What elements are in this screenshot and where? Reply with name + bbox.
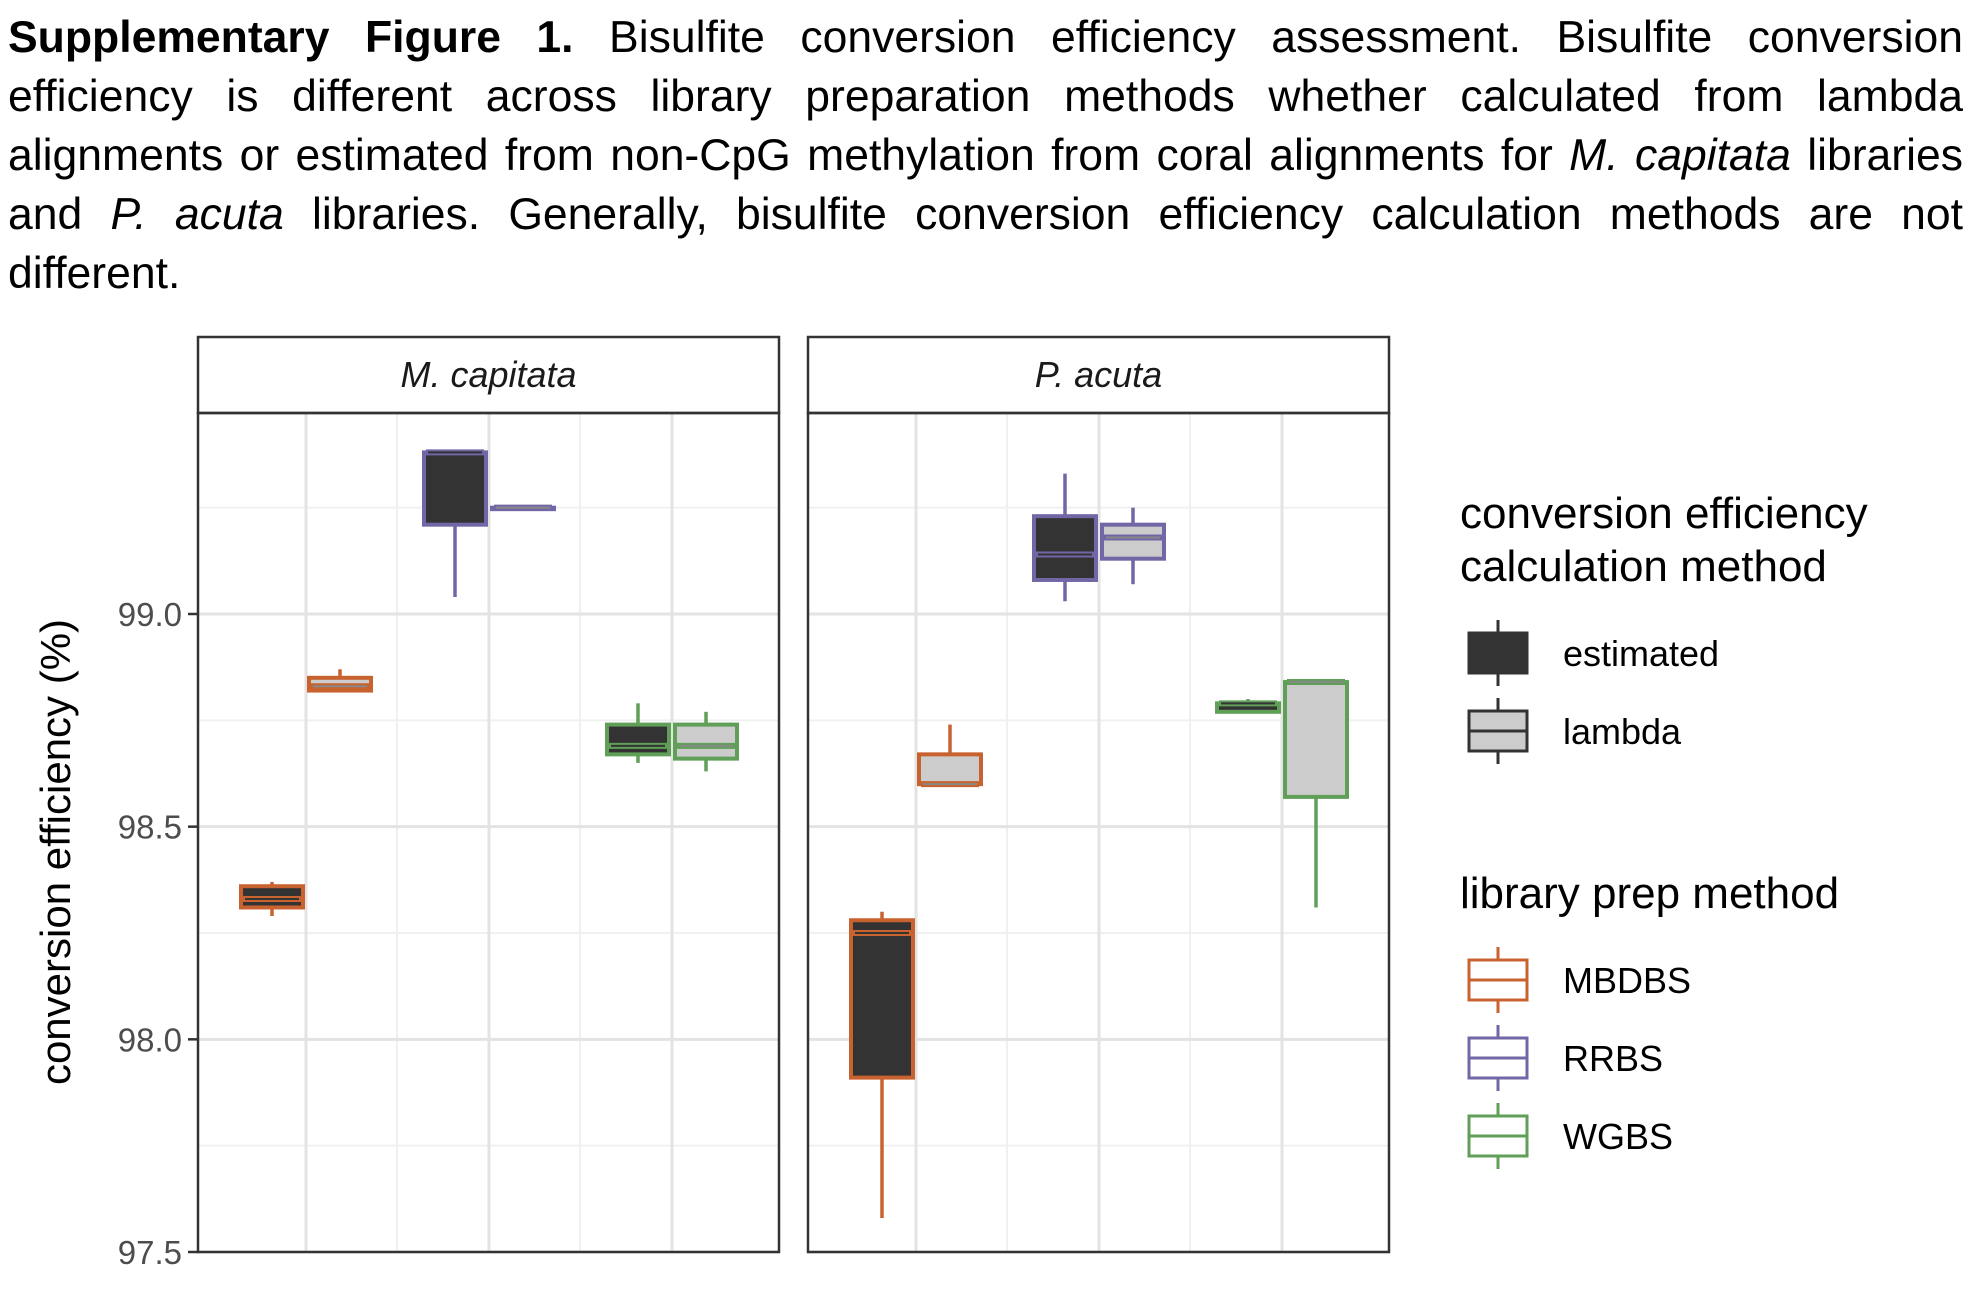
caption-label: Supplementary Figure 1.	[8, 13, 574, 62]
box-body	[605, 722, 671, 757]
box-wgbs-estimated	[605, 703, 671, 763]
figure-caption: Supplementary Figure 1. Bisulfite conver…	[8, 8, 1963, 303]
y-tick-label: 99.0	[118, 596, 182, 633]
legend-method-label: estimated	[1563, 633, 1719, 674]
facet-title: M. capitata	[400, 354, 576, 395]
box-mbdbs-lambda	[917, 724, 983, 788]
legend-prep-label: WGBS	[1563, 1116, 1673, 1157]
panel-border	[806, 411, 1391, 1254]
panel-border	[196, 411, 781, 1254]
facet-strip	[196, 335, 781, 415]
box-body	[1100, 522, 1166, 561]
caption-text-3: libraries. Generally, bisulfite conversi…	[8, 190, 1963, 298]
box-body	[422, 450, 488, 527]
legend-prep-label: MBDBS	[1563, 960, 1691, 1001]
box-mbdbs-estimated	[849, 911, 915, 1218]
caption-species-2: P. acuta	[110, 190, 284, 239]
box-rrbs-lambda	[1100, 507, 1166, 585]
box-mbdbs-lambda	[307, 669, 373, 693]
y-tick-label: 98.0	[118, 1021, 182, 1058]
legend-key-wgbs	[1467, 1103, 1529, 1169]
legend-prep-label: RRBS	[1563, 1038, 1663, 1079]
facet-title: P. acuta	[1035, 354, 1162, 395]
panel-p-acuta: P. acuta	[806, 335, 1391, 1254]
panel-m-capitata: M. capitata	[196, 335, 781, 1254]
box-rrbs-estimated	[422, 449, 488, 597]
box-body	[1283, 680, 1349, 799]
legend-key-estimated	[1467, 620, 1529, 686]
box-body	[849, 918, 915, 1080]
legend-method-title: calculation method	[1460, 542, 1827, 591]
legend-key-mbdbs	[1467, 947, 1529, 1013]
y-axis-title: conversion efficiency (%)	[32, 619, 79, 1085]
legend-key-rrbs	[1467, 1025, 1529, 1091]
box-rrbs-lambda	[490, 504, 556, 512]
box-body	[1032, 514, 1098, 582]
legend-method-title: conversion efficiency	[1460, 489, 1868, 538]
facet-strip	[806, 335, 1391, 415]
box-rrbs-estimated	[1032, 473, 1098, 602]
box-wgbs-lambda	[673, 711, 739, 772]
legend-method-label: lambda	[1563, 711, 1682, 752]
y-tick-label: 98.5	[118, 809, 182, 846]
box-wgbs-estimated	[1215, 699, 1281, 714]
caption-species-1: M. capitata	[1569, 131, 1791, 180]
box-body	[917, 752, 983, 787]
box-body	[673, 722, 739, 761]
legend-key-lambda	[1467, 698, 1529, 764]
y-tick-label: 97.5	[118, 1234, 182, 1271]
box-mbdbs-estimated	[239, 881, 305, 916]
caption-text-1: Bisulfite conversion efficiency assessme…	[8, 13, 1963, 180]
box-wgbs-lambda	[1283, 679, 1349, 908]
legend-prep-title: library prep method	[1460, 869, 1839, 918]
caption-text-2: libraries and	[8, 131, 1963, 239]
